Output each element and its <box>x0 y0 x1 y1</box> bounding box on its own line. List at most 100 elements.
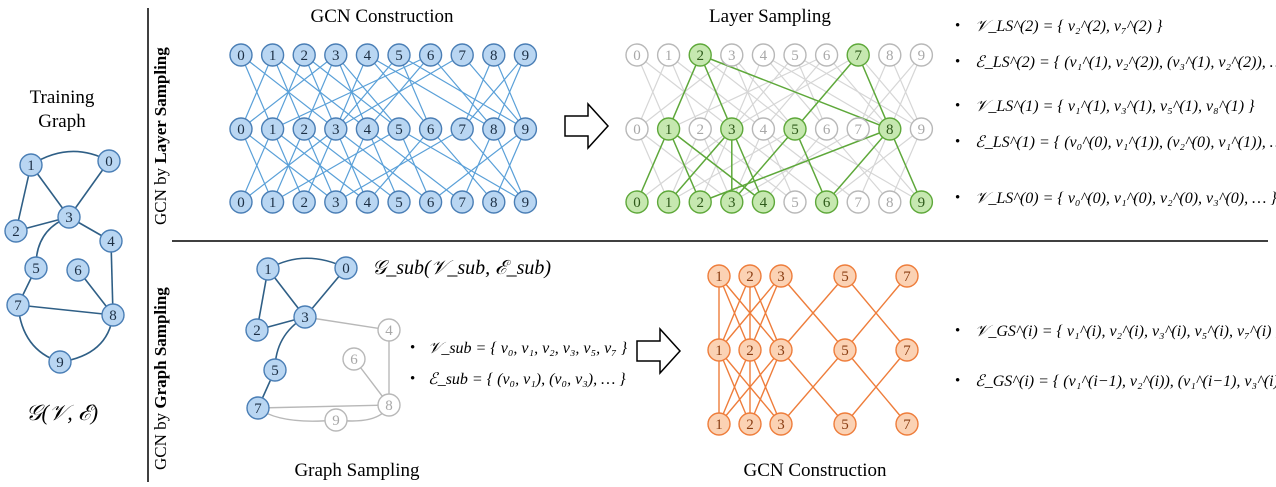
sampled-node-l0-9: 9 <box>909 190 934 214</box>
unsampled-edge-bottom <box>857 128 922 203</box>
sampled-node-l0-5-label: 5 <box>791 195 799 211</box>
gcn-node-l0-0-label: 0 <box>237 195 245 211</box>
sampled-node-l2-1-label: 1 <box>665 48 673 64</box>
sampled-node-l2-6-label: 6 <box>823 48 831 64</box>
training-graph-edges <box>15 150 114 363</box>
training-edge <box>30 150 110 166</box>
sampled-node-l1-4-circle <box>751 117 776 141</box>
gs-gcn-node-r2-5-label: 5 <box>841 417 849 433</box>
right-arrow-icon-bottom <box>636 327 682 375</box>
gcn-node-l0-3-label: 3 <box>332 195 340 211</box>
math-v-sub: 𝒱_sub = { v₀, v₁, v₂, v₃, v₅, v₇ } <box>428 340 628 357</box>
training-node-9: 9 <box>48 350 72 374</box>
sampled-node-l0-8: 8 <box>878 190 902 214</box>
sampled-node-l0-0-circle <box>625 190 649 214</box>
sub-node-0-label: 0 <box>342 261 350 277</box>
training-edge <box>17 304 114 316</box>
gcn-edge-bottom <box>303 128 337 203</box>
sampled-node-l2-9-circle <box>909 43 934 67</box>
sampled-node-l0-5-circle <box>783 190 807 214</box>
training-graph-title-line1: Training <box>30 87 95 108</box>
svg-text:•: • <box>410 371 415 387</box>
sampled-node-l2-1-circle <box>656 43 681 67</box>
sampled-node-l1-5-label: 5 <box>791 122 799 138</box>
orange-edge <box>749 349 782 425</box>
gcn-node-l1-2-label: 2 <box>300 122 308 138</box>
gcn-node-l1-9-circle <box>513 117 538 141</box>
sub-node-2-label: 2 <box>253 323 261 339</box>
sub-node-2-circle <box>245 318 269 342</box>
gcn-node-l0-4-label: 4 <box>364 195 372 211</box>
gcn-edge-top <box>335 54 400 130</box>
sampled-node-l2-2-circle <box>688 43 712 67</box>
gcn-node-l2-4-circle <box>355 43 380 67</box>
orange-edge <box>844 275 908 351</box>
gcn-node-l2-6-label: 6 <box>427 48 435 64</box>
training-graph-title-line2: Graph <box>38 111 86 132</box>
gcn-node-l2-0-circle <box>229 43 253 67</box>
gs-gcn-node-r2-1: 1 <box>707 412 731 436</box>
gcn-edge-top <box>461 54 526 130</box>
sub-node-8: 8 <box>377 393 401 417</box>
svg-text:•: • <box>955 190 960 206</box>
gcn-edge-top <box>303 54 337 130</box>
gcn-node-l2-5-label: 5 <box>395 48 403 64</box>
gcn-node-l0-2-circle <box>292 190 316 214</box>
gcn-node-l2-6-circle <box>418 43 443 67</box>
unsampled-edge-top <box>794 54 828 130</box>
sampled-node-l2-7: 7 <box>846 43 870 67</box>
sampled-node-l0-1: 1 <box>656 190 681 214</box>
gs-gcn-node-r2-3-label: 3 <box>777 417 785 433</box>
training-node-7-circle <box>6 293 30 317</box>
gcn-node-l2-7-circle <box>450 43 474 67</box>
sub-node-9-label: 9 <box>332 413 340 429</box>
gcn-node-l0-5-label: 5 <box>395 195 403 211</box>
sampled-node-l1-0-label: 0 <box>633 122 641 138</box>
gcn-node-l1-2-circle <box>292 117 316 141</box>
sampled-node-l2-8: 8 <box>878 43 902 67</box>
gcn-node-l1-3-label: 3 <box>332 122 340 138</box>
sub-node-4-circle <box>377 318 401 342</box>
gs-gcn-node-r2-1-circle <box>707 412 731 436</box>
sampled-node-l2-2-label: 2 <box>696 48 704 64</box>
sampled-node-l1-2: 2 <box>688 117 712 141</box>
sampled-node-l1-6: 6 <box>814 117 839 141</box>
sampled-node-l2-6: 6 <box>814 43 839 67</box>
gcn-node-l0-1-circle <box>260 190 285 214</box>
sub-node-1: 1 <box>256 257 280 281</box>
gcn-construction-title-top: GCN Construction <box>310 6 454 27</box>
sub-node-9: 9 <box>324 408 348 432</box>
sub-node-6-label: 6 <box>350 352 358 368</box>
graph-sampling-gcn-math: • 𝒱_GS^(i) = { v₁^(i), v₂^(i), v₃^(i), v… <box>955 323 1276 390</box>
gs-gcn-node-r1-2: 2 <box>738 338 762 362</box>
svg-text:•: • <box>955 98 960 114</box>
gcn-node-l0-1: 1 <box>260 190 285 214</box>
gcn-node-l1-6: 6 <box>418 117 443 141</box>
gcn-node-l2-5-circle <box>387 43 411 67</box>
gcn-node-l0-7: 7 <box>450 190 474 214</box>
gs-gcn-node-r0-5: 5 <box>833 264 857 288</box>
training-node-1-circle <box>19 153 43 177</box>
gs-gcn-node-r1-7: 7 <box>895 338 919 362</box>
svg-text:•: • <box>955 54 960 70</box>
gs-gcn-node-r2-7-label: 7 <box>903 417 911 433</box>
gcn-node-l2-9: 9 <box>513 43 538 67</box>
sub-node-5-circle <box>263 358 287 382</box>
layer-sampling-title: Layer Sampling <box>709 6 831 27</box>
sampled-node-l2-2: 2 <box>688 43 712 67</box>
gcn-node-l0-5-circle <box>387 190 411 214</box>
training-node-5-circle <box>24 256 48 280</box>
gcn-node-l2-8-circle <box>482 43 506 67</box>
sampled-node-l2-3-circle <box>720 43 744 67</box>
gcn-node-l1-4: 4 <box>355 117 380 141</box>
gs-gcn-node-r2-2-label: 2 <box>746 417 754 433</box>
sampled-node-l0-2-label: 2 <box>696 195 704 211</box>
sampled-node-l2-6-circle <box>814 43 839 67</box>
training-node-9-label: 9 <box>56 355 64 371</box>
sub-node-9-circle <box>324 408 348 432</box>
training-node-3-circle <box>57 205 81 229</box>
training-node-1: 1 <box>19 153 43 177</box>
gs-gcn-node-r2-2-circle <box>738 412 762 436</box>
gcn-node-l2-6: 6 <box>418 43 443 67</box>
sampled-node-l0-0-label: 0 <box>633 195 641 211</box>
